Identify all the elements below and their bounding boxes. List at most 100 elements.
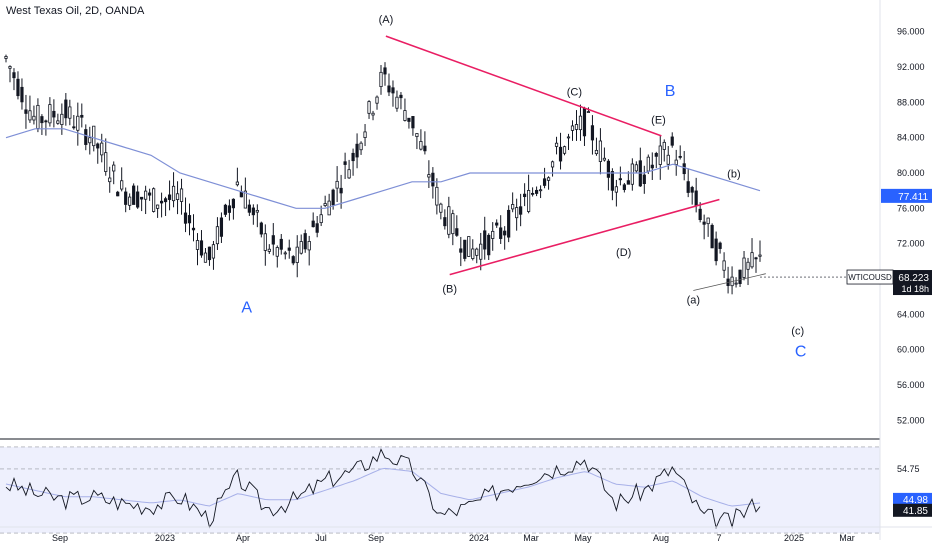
candle-body xyxy=(275,247,279,257)
candle-body xyxy=(758,254,762,257)
candle-body xyxy=(215,226,220,245)
candle-body xyxy=(36,104,40,129)
candle-body xyxy=(267,248,271,252)
candle-body xyxy=(68,106,72,119)
candle-body xyxy=(259,222,263,235)
candle-body xyxy=(491,230,495,239)
ma-value-text: 77.411 xyxy=(898,192,928,203)
candle-body xyxy=(646,156,650,172)
candle-body xyxy=(343,161,347,165)
candle-body xyxy=(116,191,120,197)
rsi-value-text: 41.85 xyxy=(903,506,928,517)
candle-body xyxy=(207,246,212,261)
candle-body xyxy=(538,189,543,192)
price-tick: 76.000 xyxy=(897,203,925,213)
candle-body xyxy=(527,190,531,212)
candle-body xyxy=(499,227,503,239)
wave-label: (c) xyxy=(791,326,804,338)
candle-body xyxy=(554,142,559,147)
candle-body xyxy=(519,206,523,215)
candle-body xyxy=(136,191,140,208)
rsi-signal-text: 44.98 xyxy=(903,495,928,506)
price-tick: 56.000 xyxy=(897,380,925,390)
candle-body xyxy=(630,163,634,185)
time-label: Sep xyxy=(52,533,68,543)
candle-body xyxy=(566,136,571,139)
candle-body xyxy=(399,94,403,99)
candle-body xyxy=(56,120,60,124)
candle-body xyxy=(148,192,152,196)
wave-label-big: B xyxy=(665,83,676,100)
price-tick: 92.000 xyxy=(897,62,925,72)
candle-body xyxy=(108,177,112,183)
candle-body xyxy=(395,96,399,109)
candle-body xyxy=(171,185,176,202)
candle-body xyxy=(124,191,128,205)
candle-body xyxy=(32,115,36,121)
candle-body xyxy=(371,112,375,116)
symbol-text: WTICOUSD xyxy=(848,273,892,282)
candle-body xyxy=(443,217,447,227)
candle-body xyxy=(315,223,319,233)
candle-body xyxy=(487,234,491,256)
candle-body xyxy=(227,205,232,213)
candle-body xyxy=(175,193,180,200)
candle-body xyxy=(319,214,323,224)
rsi-tick: 54.75 xyxy=(897,464,920,474)
wave-label: (A) xyxy=(379,14,394,26)
candle-body xyxy=(307,241,311,251)
price-badge xyxy=(893,270,932,296)
time-label: Mar xyxy=(839,533,855,543)
time-label: Sep xyxy=(368,533,384,543)
candle-body xyxy=(92,125,96,147)
candle-body xyxy=(48,104,52,124)
candle-body xyxy=(431,172,435,187)
time-label: Apr xyxy=(236,533,250,543)
rsi-line xyxy=(5,448,761,530)
candle-body xyxy=(586,111,591,113)
candle-body xyxy=(698,208,702,221)
candle-body xyxy=(159,200,164,204)
candle-body xyxy=(327,200,331,216)
candle-body xyxy=(550,161,555,168)
rsi-value-badge xyxy=(893,503,932,517)
candle-body xyxy=(483,230,487,250)
candle-body xyxy=(634,164,638,172)
candle-body xyxy=(610,171,614,191)
candle-body xyxy=(347,169,351,179)
candle-body xyxy=(279,238,283,250)
candle-body xyxy=(295,246,299,263)
candle-body xyxy=(84,129,88,145)
ma-value-badge xyxy=(881,188,932,203)
candle-body xyxy=(495,222,499,226)
candle-body xyxy=(223,204,228,215)
price-text: 68.223 xyxy=(898,273,929,284)
candle-body xyxy=(155,204,160,209)
candle-body xyxy=(80,114,84,118)
candle-body xyxy=(503,230,507,236)
candle-body xyxy=(523,193,527,198)
candle-body xyxy=(187,215,192,224)
time-label: 7 xyxy=(716,533,721,543)
candle-body xyxy=(88,137,92,144)
candle-body xyxy=(339,187,343,194)
candle-body xyxy=(383,67,387,75)
candle-body xyxy=(44,120,48,123)
candle-body xyxy=(379,71,383,88)
candle-body xyxy=(546,177,551,181)
candle-body xyxy=(363,131,367,138)
candle-body xyxy=(303,233,307,250)
candle-body xyxy=(738,269,742,284)
candle-body xyxy=(391,87,395,94)
candle-body xyxy=(658,145,662,165)
wave-label: (B) xyxy=(442,283,457,295)
candle-body xyxy=(678,155,682,158)
candle-body xyxy=(706,217,710,225)
candle-body xyxy=(435,186,439,206)
candle-body xyxy=(602,157,607,161)
candle-body xyxy=(722,260,726,271)
candle-body xyxy=(231,198,235,209)
candle-body xyxy=(750,252,754,268)
candle-body xyxy=(12,72,16,79)
candle-body xyxy=(199,240,204,256)
